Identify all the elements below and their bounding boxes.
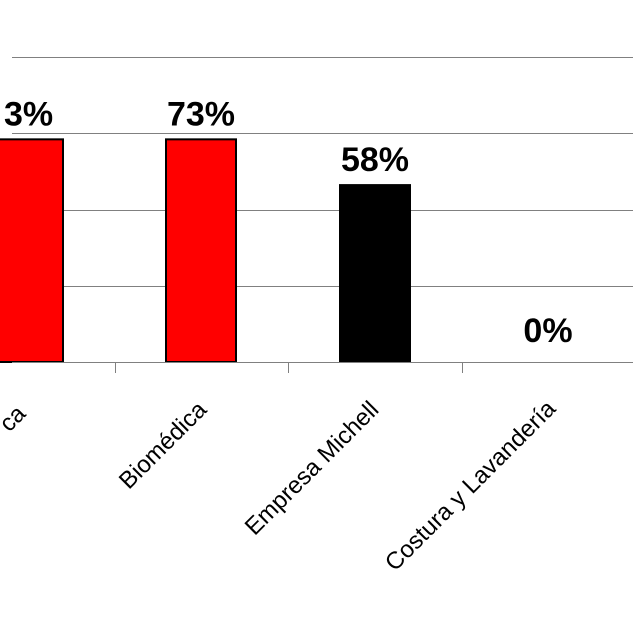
x-tick-label: Empresa Michell: [240, 396, 385, 541]
bar: [339, 184, 411, 363]
data-label: 3%: [4, 95, 53, 133]
data-label: 73%: [167, 95, 235, 133]
data-label: 58%: [341, 141, 409, 179]
data-label: 0%: [523, 312, 572, 350]
bar: [165, 138, 237, 363]
bar: [0, 138, 64, 363]
data-labels-group: 3% 73% 58% 0%: [4, 95, 573, 350]
gridlines: [12, 57, 633, 287]
x-tick-label: ca: [0, 400, 32, 437]
x-tick-label: Costura y Lavandería: [380, 395, 562, 577]
x-tick-label: Biomédica: [114, 396, 213, 495]
bars-group: [0, 138, 411, 363]
x-axis: [12, 362, 633, 373]
